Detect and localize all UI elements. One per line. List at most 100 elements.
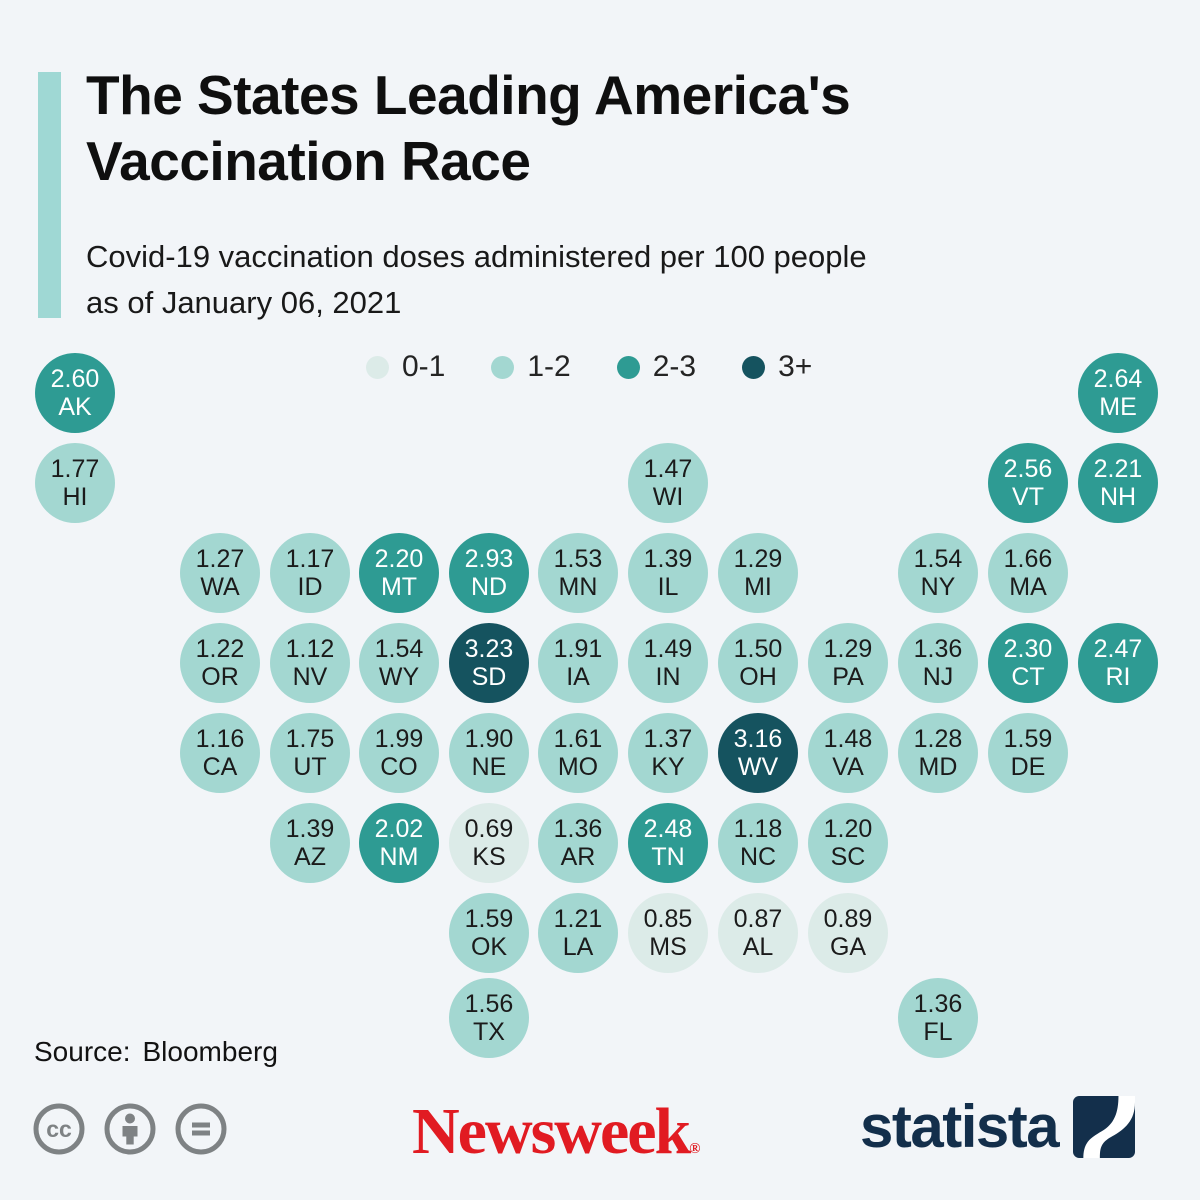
legend-item-0-1: 0-1: [366, 350, 445, 384]
state-bubble-CA: 1.16 CA: [180, 713, 260, 793]
state-value: 0.89: [823, 905, 873, 933]
state-bubble-MA: 1.66 MA: [988, 533, 1068, 613]
state-bubble-MS: 0.85 MS: [628, 893, 708, 973]
statista-logo: statista: [860, 1096, 1136, 1158]
state-abbr: WV: [737, 753, 779, 781]
state-abbr: TX: [473, 1018, 505, 1046]
state-abbr: SD: [471, 663, 507, 691]
state-bubble-IA: 1.91 IA: [538, 623, 618, 703]
state-bubble-FL: 1.36 FL: [898, 978, 978, 1058]
state-bubble-WA: 1.27 WA: [180, 533, 260, 613]
state-value: 1.49: [643, 635, 693, 663]
svg-text:cc: cc: [46, 1116, 72, 1142]
state-value: 1.22: [195, 635, 245, 663]
state-abbr: OK: [470, 933, 508, 961]
state-value: 1.66: [1003, 545, 1053, 573]
state-abbr: GA: [829, 933, 867, 961]
state-abbr: WI: [652, 483, 684, 511]
newsweek-logo: Newsweek®: [412, 1094, 700, 1170]
legend-dot-3+: [742, 355, 766, 379]
state-bubble-VA: 1.48 VA: [808, 713, 888, 793]
state-bubble-SD: 3.23 SD: [449, 623, 529, 703]
legend-dot-0-1: [366, 355, 389, 379]
state-abbr: CO: [380, 753, 418, 781]
state-value: 2.93: [464, 545, 514, 573]
state-value: 1.48: [823, 725, 873, 753]
state-bubble-CT: 2.30 CT: [988, 623, 1068, 703]
state-bubble-AL: 0.87 AL: [718, 893, 798, 973]
registered-mark: ®: [689, 1141, 701, 1157]
state-value: 1.28: [913, 725, 963, 753]
state-bubble-MI: 1.29 MI: [718, 533, 798, 613]
state-value: 2.21: [1093, 455, 1143, 483]
state-abbr: SC: [830, 843, 866, 871]
state-bubble-NY: 1.54 NY: [898, 533, 978, 613]
state-abbr: ME: [1099, 393, 1137, 421]
cc-nd-equals-icon: [175, 1103, 227, 1155]
state-abbr: NJ: [922, 663, 954, 691]
state-abbr: MD: [918, 753, 958, 781]
state-value: 2.47: [1093, 635, 1143, 663]
state-abbr: OH: [739, 663, 777, 691]
legend-dot-1-2: [491, 355, 515, 379]
state-value: 3.16: [733, 725, 783, 753]
state-bubble-AR: 1.36 AR: [538, 803, 618, 883]
state-value: 1.39: [285, 815, 335, 843]
state-bubble-WY: 1.54 WY: [359, 623, 439, 703]
legend-label: 0-1: [402, 350, 446, 383]
state-abbr: HI: [62, 483, 88, 511]
state-bubble-HI: 1.77 HI: [35, 443, 115, 523]
state-bubble-ME: 2.64 ME: [1078, 353, 1158, 433]
state-bubble-SC: 1.20 SC: [808, 803, 888, 883]
state-abbr: IN: [655, 663, 681, 691]
state-abbr: DE: [1010, 753, 1046, 781]
state-abbr: NE: [471, 753, 507, 781]
state-value: 1.54: [913, 545, 963, 573]
state-bubble-NM: 2.02 NM: [359, 803, 439, 883]
statista-logo-mark: [1073, 1096, 1136, 1158]
state-bubble-CO: 1.99 CO: [359, 713, 439, 793]
state-bubble-MD: 1.28 MD: [898, 713, 978, 793]
state-bubble-NC: 1.18 NC: [718, 803, 798, 883]
state-value: 1.61: [553, 725, 603, 753]
state-value: 2.56: [1003, 455, 1053, 483]
state-value: 1.54: [374, 635, 424, 663]
state-value: 1.20: [823, 815, 873, 843]
state-abbr: NH: [1099, 483, 1137, 511]
state-value: 1.77: [50, 455, 100, 483]
state-value: 2.02: [374, 815, 424, 843]
state-value: 0.85: [643, 905, 693, 933]
state-bubble-NV: 1.12 NV: [270, 623, 350, 703]
cc-icon: cc: [33, 1103, 85, 1155]
source-label: Source:: [34, 1036, 131, 1067]
state-bubble-RI: 2.47 RI: [1078, 623, 1158, 703]
state-abbr: MS: [649, 933, 687, 961]
state-value: 1.12: [285, 635, 335, 663]
state-abbr: WA: [200, 573, 240, 601]
source-line: Source: Bloomberg: [34, 1036, 278, 1068]
state-abbr: NY: [920, 573, 956, 601]
state-bubble-OR: 1.22 OR: [180, 623, 260, 703]
state-bubble-AK: 2.60 AK: [35, 353, 115, 433]
subtitle-line-1: Covid-19 vaccination doses administered …: [86, 239, 867, 274]
state-value: 1.27: [195, 545, 245, 573]
state-abbr: AR: [560, 843, 596, 871]
state-abbr: PA: [832, 663, 864, 691]
state-bubble-MN: 1.53 MN: [538, 533, 618, 613]
state-value: 1.99: [374, 725, 424, 753]
state-abbr: VT: [1012, 483, 1044, 511]
state-bubble-MO: 1.61 MO: [538, 713, 618, 793]
state-abbr: AL: [742, 933, 774, 961]
state-abbr: WY: [378, 663, 420, 691]
state-value: 1.36: [913, 990, 963, 1018]
legend-item-2-3: 2-3: [616, 350, 696, 384]
state-bubble-ID: 1.17 ID: [270, 533, 350, 613]
state-value: 1.29: [733, 545, 783, 573]
state-abbr: KY: [651, 753, 685, 781]
state-abbr: MI: [744, 573, 772, 601]
legend-dot-2-3: [616, 355, 640, 379]
state-value: 1.59: [464, 905, 514, 933]
state-value: 1.47: [643, 455, 693, 483]
state-abbr: AZ: [294, 843, 326, 871]
